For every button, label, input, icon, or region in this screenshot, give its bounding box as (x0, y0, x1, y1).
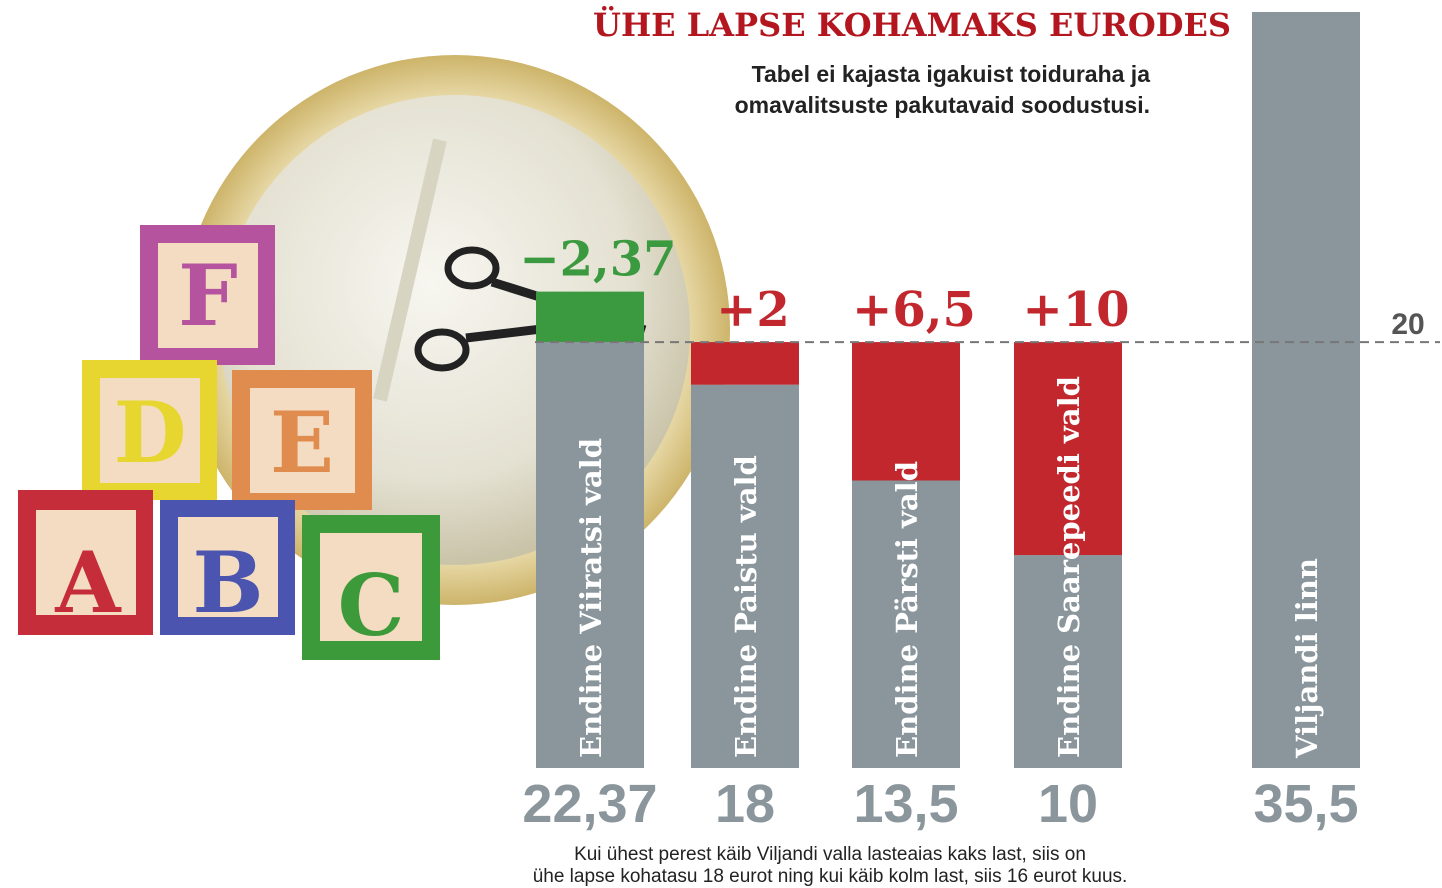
value-label: 13,5 (853, 774, 958, 834)
block-letter: A (54, 533, 122, 632)
bar-label: Viljandi linn (1290, 558, 1324, 759)
bar (536, 342, 644, 768)
block: F (140, 225, 275, 365)
value-label: 22,37 (522, 774, 657, 834)
block-letter: D (114, 383, 187, 482)
block: E (232, 370, 372, 510)
chart-subtitle: Tabel ei kajasta igakuist toiduraha ja (752, 61, 1151, 87)
difference-label: +2 (716, 282, 790, 338)
reference-label: 20 (1391, 308, 1424, 341)
bar-label: Endine Pärsti vald (890, 461, 924, 758)
bar-difference (852, 342, 960, 481)
value-label: 35,5 (1253, 774, 1358, 834)
difference-label: +6,5 (852, 282, 976, 338)
block: B (160, 500, 295, 635)
bar-label: Endine Paistu vald (729, 455, 763, 758)
bar (1014, 555, 1122, 768)
bar (691, 384, 799, 768)
block-letter: F (178, 246, 238, 345)
difference-label: +10 (1022, 282, 1129, 338)
value-label: 18 (715, 774, 775, 834)
value-label: 10 (1038, 774, 1098, 834)
chart-subtitle: omavalitsuste pakutavaid soodustusi. (735, 92, 1150, 118)
bar-difference (1014, 342, 1122, 556)
chart-title: ÜHE LAPSE KOHAMAKS EURODES (593, 5, 1231, 44)
bar-label: Endine Saarepeedi vald (1052, 376, 1086, 758)
block: A (18, 490, 153, 635)
difference-label: −2,37 (519, 232, 676, 288)
bar (1252, 12, 1360, 768)
bar-excess (536, 291, 644, 343)
bar-label: Endine Viiratsi vald (574, 438, 608, 758)
block: D (82, 360, 217, 500)
block-letter: E (270, 393, 334, 492)
blocks: F D E A B C (18, 225, 440, 660)
note: Kui ühest perest käib Viljandi valla las… (574, 844, 1086, 865)
bar (852, 480, 960, 768)
block-letter: B (193, 533, 264, 632)
coin-stroke (373, 138, 447, 402)
bar-difference (691, 342, 799, 385)
block-letter: C (338, 556, 405, 655)
note: ühe lapse kohatasu 18 eurot ning kui käi… (533, 866, 1128, 887)
block: C (302, 515, 440, 660)
